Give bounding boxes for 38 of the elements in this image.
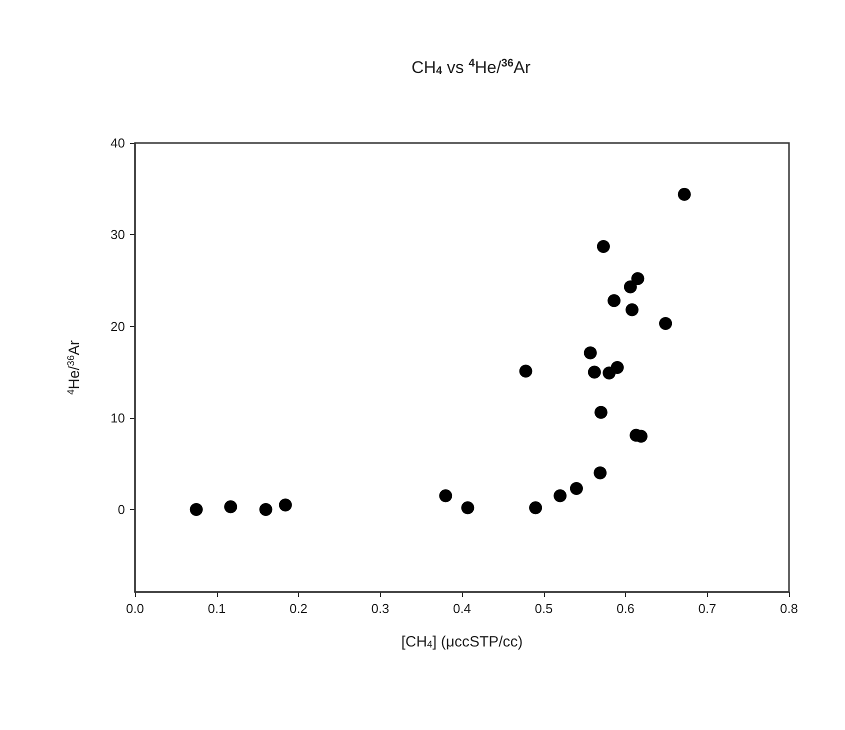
x-tick-label: 0.1: [208, 601, 226, 616]
y-tick-label: 10: [110, 410, 125, 426]
point: [588, 366, 601, 379]
point: [624, 280, 637, 294]
y-axis-title: 4He/36Ar: [66, 340, 84, 395]
point: [584, 346, 597, 360]
point: [259, 503, 272, 516]
point: [678, 188, 691, 201]
y-tick-label: 20: [110, 318, 125, 334]
x-tick-label: 0.5: [534, 601, 553, 616]
x-axis-title: [CH4] (μccSTP/cc): [401, 634, 523, 650]
x-tick-label: 0.4: [452, 601, 472, 616]
point: [594, 466, 607, 480]
point: [519, 364, 532, 378]
x-tick-label: 0.6: [616, 601, 635, 616]
y-tick-label: 40: [110, 136, 125, 150]
y-tick-label: 0: [118, 502, 125, 518]
point: [596, 240, 610, 254]
point: [529, 501, 542, 514]
x-tick-label: 0.8: [780, 601, 798, 616]
point: [659, 317, 672, 330]
point: [190, 503, 203, 516]
x-tick-label: 0.2: [289, 601, 308, 616]
x-tick-label: 0.3: [371, 601, 390, 616]
x-tick-label: 0.7: [698, 601, 716, 616]
point: [554, 489, 567, 502]
point: [631, 272, 644, 286]
y-tick-label: 30: [110, 227, 125, 242]
point: [439, 489, 452, 502]
point: [608, 294, 621, 308]
point: [570, 482, 583, 495]
point: [594, 406, 608, 419]
x-tick-label: 0.0: [126, 601, 144, 616]
point: [278, 498, 292, 512]
point: [626, 303, 639, 316]
point: [610, 361, 624, 374]
point: [224, 500, 238, 514]
point: [461, 501, 474, 514]
